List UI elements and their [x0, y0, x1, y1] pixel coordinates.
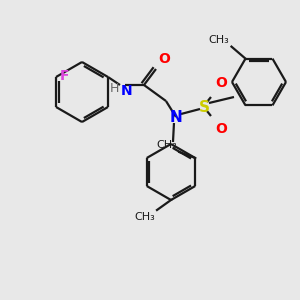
- Text: CH₃: CH₃: [157, 140, 177, 150]
- Text: O: O: [215, 76, 227, 90]
- Text: H: H: [109, 82, 119, 95]
- Text: F: F: [60, 69, 70, 83]
- Text: CH₃: CH₃: [209, 34, 230, 45]
- Text: S: S: [199, 100, 209, 115]
- Text: O: O: [158, 52, 170, 66]
- Text: N: N: [169, 110, 182, 124]
- Text: CH₃: CH₃: [134, 212, 155, 222]
- Text: O: O: [215, 122, 227, 136]
- Text: N: N: [121, 84, 133, 98]
